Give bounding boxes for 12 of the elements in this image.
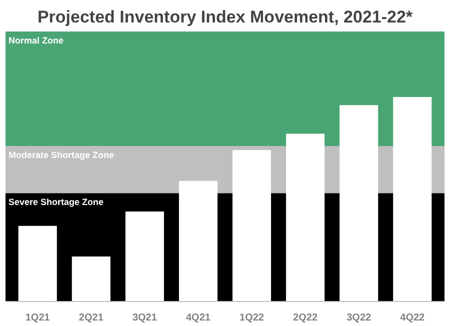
x-tick-label: 2Q21 [78, 312, 104, 324]
band-label: Severe Shortage Zone [8, 197, 104, 208]
x-tick-label: 4Q22 [400, 312, 426, 324]
x-tick-label: 3Q21 [132, 312, 158, 324]
x-tick-label: 1Q22 [240, 312, 264, 324]
x-tick-label: 2Q22 [293, 312, 318, 324]
x-tick-label: 3Q22 [346, 312, 372, 324]
x-tick-label: 4Q21 [186, 312, 211, 324]
chart-title: Projected Inventory Index Movement, 2021-22* [37, 8, 413, 26]
band-label: Moderate Shortage Zone [8, 150, 114, 160]
band-label: Normal Zone [8, 36, 64, 46]
x-tick-label: 1Q21 [25, 312, 50, 324]
